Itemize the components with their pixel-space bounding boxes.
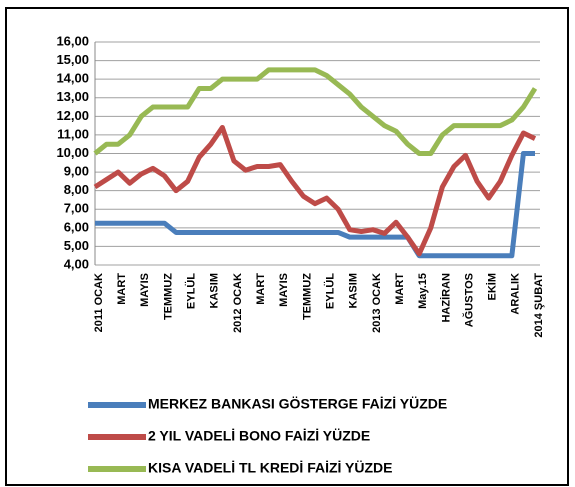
y-tick-label: 5,00 xyxy=(64,238,89,253)
x-tick-label: TEMMUZ xyxy=(162,273,174,320)
y-tick-label: 15,00 xyxy=(56,52,89,67)
y-tick-label: 10,00 xyxy=(56,145,89,160)
x-tick-label: MART xyxy=(394,273,406,305)
x-tick-label: HAZİRAN xyxy=(439,273,452,323)
x-tick-label: EYLÜL xyxy=(323,273,336,309)
legend-label: 2 YIL VADELİ BONO FAİZİ YÜZDE xyxy=(148,428,370,444)
y-tick-label: 6,00 xyxy=(64,219,89,234)
series-line xyxy=(93,67,538,156)
x-tick-label: ARALIK xyxy=(510,273,522,315)
x-tick-label: 2014 ŞUBAT xyxy=(533,273,545,338)
y-tick-label: 13,00 xyxy=(56,89,89,104)
y-tick-label: 8,00 xyxy=(64,182,89,197)
y-tick-label: 12,00 xyxy=(56,108,89,123)
x-tick-label: KASIM xyxy=(209,273,221,308)
y-tick-label: 4,00 xyxy=(64,256,89,271)
x-tick-label: MART xyxy=(255,273,267,305)
x-tick-label: 2012 OCAK xyxy=(232,273,244,333)
legend-label: MERKEZ BANKASI GÖSTERGE FAİZİ YÜZDE xyxy=(148,396,447,412)
x-tick-label: 2013 OCAK xyxy=(371,273,383,333)
x-tick-label: May.15 xyxy=(417,273,429,309)
series-line xyxy=(93,124,537,257)
y-tick-label: 16,00 xyxy=(56,33,89,48)
y-tick-label: 7,00 xyxy=(64,201,89,216)
y-tick-label: 9,00 xyxy=(64,164,89,179)
x-tick-label: KASIM xyxy=(348,273,360,308)
x-tick-label: TEMMUZ xyxy=(301,273,313,320)
series-line xyxy=(95,151,535,259)
y-tick-label: 14,00 xyxy=(56,71,89,86)
x-tick-label: MAYIS xyxy=(139,273,151,307)
x-tick-label: AĞUSTOS xyxy=(462,273,475,327)
y-tick-label: 11,00 xyxy=(57,126,89,141)
legend-label: KISA VADELİ TL KREDİ FAİZİ YÜZDE xyxy=(148,460,393,476)
x-tick-label: EYLÜL xyxy=(185,273,198,309)
x-tick-label: MART xyxy=(116,273,128,305)
x-tick-label: MAYIS xyxy=(278,273,290,307)
x-tick-label: 2011 OCAK xyxy=(93,273,105,332)
x-tick-label: EKİM xyxy=(486,273,499,301)
